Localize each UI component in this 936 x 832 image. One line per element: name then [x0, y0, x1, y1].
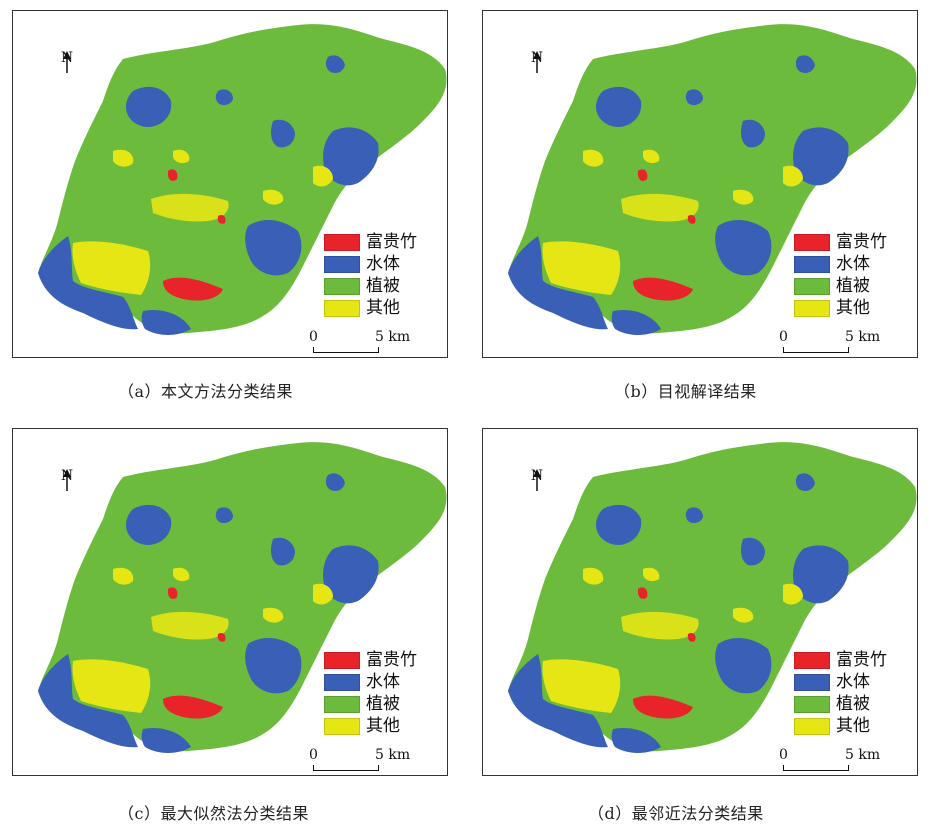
north-arrow: N	[527, 469, 547, 491]
swatch-vegetation	[794, 277, 830, 295]
legend-label: 植被	[836, 693, 870, 714]
legend: 富贵竹 水体 植被 其他	[324, 231, 417, 319]
north-arrow: N	[57, 469, 77, 491]
legend-item-other: 其他	[324, 297, 417, 319]
legend-label: 其他	[836, 715, 870, 736]
legend-item-other: 其他	[324, 715, 417, 737]
legend-label: 其他	[366, 297, 400, 318]
legend-label: 富贵竹	[366, 231, 417, 252]
legend-item-bamboo: 富贵竹	[794, 649, 887, 671]
scale-end: 5 km	[845, 329, 881, 345]
legend-label: 其他	[366, 715, 400, 736]
scale-bar-line	[783, 347, 849, 353]
swatch-bamboo	[324, 233, 360, 251]
swatch-water	[324, 255, 360, 273]
legend-label: 水体	[366, 253, 400, 274]
legend-item-bamboo: 富贵竹	[324, 231, 417, 253]
scale-start: 0	[309, 329, 318, 345]
north-arrow-icon	[63, 469, 71, 491]
scale-start: 0	[779, 329, 788, 345]
legend-item-bamboo: 富贵竹	[324, 649, 417, 671]
swatch-vegetation	[324, 695, 360, 713]
north-arrow: N	[527, 51, 547, 73]
scale-bar: 0 5 km	[779, 329, 891, 357]
legend-label: 植被	[836, 275, 870, 296]
legend-item-water: 水体	[794, 671, 887, 693]
caption-c: （c）最大似然法分类结果	[118, 804, 309, 823]
map-panel-b: N 富贵竹 水体 植被 其他 0 5 km	[482, 10, 918, 358]
map-panel-d: N 富贵竹 水体 植被 其他 0 5 km	[482, 428, 918, 776]
swatch-water	[794, 255, 830, 273]
scale-bar: 0 5 km	[309, 329, 421, 357]
legend-label: 富贵竹	[366, 649, 417, 670]
legend-item-water: 水体	[324, 253, 417, 275]
legend-label: 富贵竹	[836, 231, 887, 252]
swatch-bamboo	[794, 233, 830, 251]
legend-item-water: 水体	[324, 671, 417, 693]
map-panel-c: N 富贵竹 水体 植被 其他 0 5 km	[12, 428, 448, 776]
legend-label: 植被	[366, 693, 400, 714]
legend-label: 水体	[836, 253, 870, 274]
legend-label: 水体	[836, 671, 870, 692]
north-arrow-icon	[533, 469, 541, 491]
legend: 富贵竹 水体 植被 其他	[794, 649, 887, 737]
swatch-bamboo	[794, 651, 830, 669]
legend-item-other: 其他	[794, 297, 887, 319]
scale-bar: 0 5 km	[309, 747, 421, 775]
north-arrow: N	[57, 51, 77, 73]
legend-label: 水体	[366, 671, 400, 692]
scale-end: 5 km	[845, 747, 881, 763]
scale-end: 5 km	[375, 329, 411, 345]
legend-item-bamboo: 富贵竹	[794, 231, 887, 253]
legend-label: 富贵竹	[836, 649, 887, 670]
swatch-other	[794, 299, 830, 317]
swatch-water	[324, 673, 360, 691]
legend-item-vegetation: 植被	[794, 693, 887, 715]
north-arrow-icon	[533, 51, 541, 73]
caption-b: （b）目视解译结果	[614, 382, 757, 401]
legend-item-other: 其他	[794, 715, 887, 737]
legend: 富贵竹 水体 植被 其他	[324, 649, 417, 737]
scale-bar-line	[313, 765, 379, 771]
legend-item-water: 水体	[794, 253, 887, 275]
scale-start: 0	[779, 747, 788, 763]
legend-label: 其他	[836, 297, 870, 318]
map-panel-a: N 富贵竹 水体 植被 其他 0 5 km	[12, 10, 448, 358]
legend-item-vegetation: 植被	[324, 275, 417, 297]
legend: 富贵竹 水体 植被 其他	[794, 231, 887, 319]
swatch-other	[794, 717, 830, 735]
scale-bar-line	[783, 765, 849, 771]
caption-a: （a）本文方法分类结果	[118, 382, 294, 401]
legend-item-vegetation: 植被	[794, 275, 887, 297]
legend-label: 植被	[366, 275, 400, 296]
caption-d: （d）最邻近法分类结果	[588, 804, 764, 823]
scale-bar: 0 5 km	[779, 747, 891, 775]
scale-bar-line	[313, 347, 379, 353]
north-arrow-icon	[63, 51, 71, 73]
scale-start: 0	[309, 747, 318, 763]
swatch-other	[324, 717, 360, 735]
swatch-bamboo	[324, 651, 360, 669]
swatch-vegetation	[324, 277, 360, 295]
swatch-vegetation	[794, 695, 830, 713]
scale-end: 5 km	[375, 747, 411, 763]
swatch-water	[794, 673, 830, 691]
swatch-other	[324, 299, 360, 317]
legend-item-vegetation: 植被	[324, 693, 417, 715]
